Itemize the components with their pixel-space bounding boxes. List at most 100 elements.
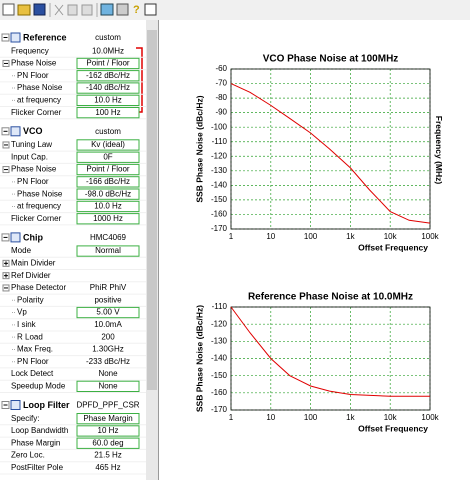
row-value[interactable]: 10 Hz — [98, 426, 119, 435]
context-help-button[interactable] — [144, 3, 157, 16]
x-tick-label: 10 — [266, 413, 275, 422]
x-tick-label: 100k — [421, 413, 439, 422]
save-button[interactable] — [33, 3, 46, 16]
row-value[interactable]: 100 Hz — [95, 108, 120, 117]
row-value[interactable]: Point / Floor — [86, 165, 129, 174]
x-tick-label: 100 — [304, 232, 318, 241]
value-box[interactable] — [76, 82, 140, 94]
value-box[interactable] — [76, 200, 140, 213]
section-value: DPFD_PPF_CSR — [76, 401, 139, 410]
phase-noise-curve — [230, 83, 431, 224]
section-title: Chip — [23, 232, 43, 242]
row-value[interactable]: Kv (ideal) — [91, 140, 125, 149]
plot-frame — [230, 68, 431, 230]
row-value[interactable]: 1000 Hz — [93, 214, 123, 223]
row-value[interactable]: None — [98, 381, 118, 390]
section-value: custom — [95, 127, 121, 136]
row-value: positive — [94, 295, 122, 304]
scrollbar-thumb[interactable] — [147, 30, 157, 390]
value-box[interactable] — [76, 437, 140, 449]
chart-title: Reference Phase Noise at 10.0MHz — [248, 292, 413, 303]
section-value: HMC4069 — [90, 233, 127, 242]
toolbar-buttons: ? — [2, 3, 157, 17]
value-box[interactable] — [76, 57, 140, 70]
value-box[interactable] — [76, 380, 140, 393]
value-box[interactable] — [76, 107, 140, 119]
row-value[interactable]: Point / Floor — [86, 59, 129, 68]
section-title: Loop Filter — [23, 400, 70, 410]
row-label: Phase Noise — [11, 165, 57, 174]
x-tick-label: 1 — [229, 413, 234, 422]
value-box[interactable] — [76, 413, 140, 425]
value-box[interactable] — [76, 163, 140, 176]
row-label: PN Floor — [17, 71, 49, 80]
help-icon[interactable]: ? — [133, 4, 140, 16]
row-value[interactable]: -166 dBc/Hz — [86, 177, 130, 186]
value-box[interactable] — [76, 176, 140, 188]
row-value[interactable]: 10.0 Hz — [94, 202, 122, 211]
row-label: PN Floor — [17, 177, 49, 186]
row-label: Main Divider — [11, 258, 56, 267]
x-tick-label: 100k — [421, 232, 439, 241]
row-label: Loop Bandwidth — [11, 426, 68, 435]
value-box[interactable] — [76, 94, 140, 106]
chart-title: VCO Phase Noise at 100MHz — [263, 54, 399, 65]
row-label: Vp — [17, 308, 27, 317]
section-icon — [10, 400, 21, 410]
y-axis-label: SSB Phase Noise (dBc/Hz) — [194, 95, 204, 202]
value-box[interactable] — [76, 425, 140, 437]
row-value[interactable]: -162 dBc/Hz — [86, 71, 130, 80]
row-value: 465 Hz — [95, 463, 120, 472]
y-tick-label: -120 — [211, 319, 228, 328]
row-value[interactable]: 60.0 deg — [92, 438, 123, 447]
y-tick-label: -150 — [211, 371, 228, 380]
row-value[interactable]: Normal — [95, 246, 121, 255]
row-value[interactable]: 5.00 V — [96, 308, 120, 317]
y-tick-label: -130 — [211, 336, 228, 345]
chart-button[interactable] — [100, 3, 114, 16]
value-box[interactable] — [76, 70, 140, 82]
y-tick-label: -140 — [211, 354, 228, 363]
clipped-axis-label: Frequency (MHz) — [434, 116, 444, 185]
y-tick-label: -160 — [211, 388, 228, 397]
paste-button[interactable] — [81, 4, 93, 16]
phase-noise-curve — [230, 306, 430, 397]
row-label: at frequency — [17, 95, 61, 104]
row-label: Lock Detect — [11, 369, 54, 378]
y-tick-label: -110 — [212, 137, 228, 146]
row-label: at frequency — [17, 202, 61, 211]
row-label: Zero Loc. — [11, 451, 45, 460]
value-box[interactable] — [76, 151, 140, 163]
section-icon — [10, 32, 21, 43]
row-value[interactable]: Phase Margin — [83, 414, 132, 423]
x-tick-label: 1 — [229, 232, 234, 241]
value-box[interactable] — [76, 188, 140, 200]
open-button[interactable] — [17, 4, 31, 16]
row-value[interactable]: -98.0 dBc/Hz — [85, 189, 131, 198]
row-value: 1.30GHz — [92, 345, 124, 354]
y-tick-label: -150 — [211, 195, 228, 204]
copy-button[interactable] — [67, 4, 78, 16]
value-box[interactable] — [76, 213, 140, 225]
row-value: 10.0MHz — [92, 46, 124, 55]
value-box[interactable] — [76, 306, 140, 319]
row-value: PhiR PhiV — [90, 283, 127, 292]
new-button[interactable] — [2, 3, 15, 16]
plot-frame — [230, 306, 431, 411]
print-button[interactable] — [116, 3, 129, 16]
x-tick-label: 1k — [346, 413, 355, 422]
x-tick-label: 1k — [346, 232, 355, 241]
value-box[interactable] — [76, 245, 140, 257]
row-label: Input Cap. — [11, 152, 48, 161]
row-label: Frequency — [11, 46, 49, 55]
value-box[interactable] — [76, 139, 140, 151]
row-label: Polarity — [17, 295, 44, 304]
row-value[interactable]: 10.0 Hz — [94, 95, 122, 104]
y-tick-label: -130 — [211, 166, 228, 175]
row-value[interactable]: 0F — [103, 152, 112, 161]
x-tick-label: 10k — [384, 232, 398, 241]
cut-button[interactable] — [54, 4, 64, 16]
row-value[interactable]: -140 dBc/Hz — [86, 83, 130, 92]
property-grid: Reference custom Frequency 10.0MHz Phase Noi… — [0, 32, 146, 475]
